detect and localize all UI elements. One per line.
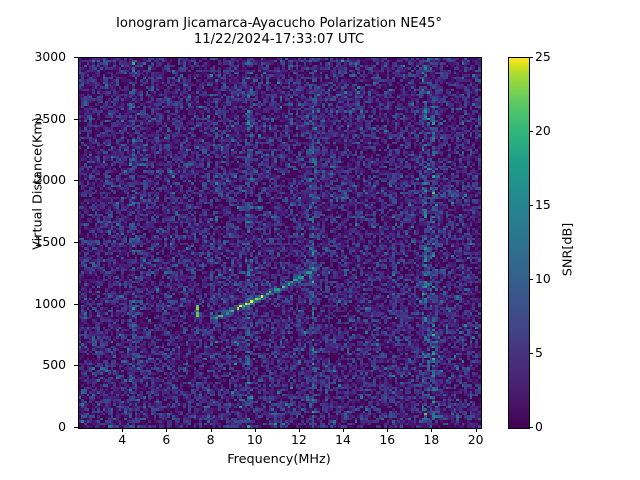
colorbar-tick-label: 5 (535, 345, 543, 360)
title-timestamp: 11/22/2024-17:33:07 UTC (193, 32, 365, 47)
y-tick-mark (74, 427, 78, 428)
title-main: Ionogram Jicamarca-Ayacucho Polarization… (116, 16, 442, 31)
colorbar-tick-mark (529, 205, 533, 206)
x-tick-label: 8 (206, 432, 215, 447)
x-tick-mark (254, 428, 256, 432)
y-tick-mark (74, 57, 78, 58)
y-tick-label: 3000 (34, 49, 66, 64)
y-tick-label: 2000 (34, 172, 66, 188)
ionogram-heatmap (79, 58, 481, 428)
plot-area (78, 57, 482, 429)
y-axis-label: Virtual Distance(Km) (30, 117, 46, 250)
y-tick-label: 500 (42, 357, 66, 373)
x-tick-mark (166, 428, 168, 432)
x-tick-label: 6 (162, 432, 171, 447)
colorbar-tick-mark (529, 279, 533, 280)
x-tick-label: 20 (467, 432, 484, 447)
chart-title: Ionogram Jicamarca-Ayacucho Polarization… (78, 16, 480, 48)
colorbar-tick-mark (529, 353, 533, 354)
x-tick-mark (210, 428, 212, 432)
y-tick-mark (74, 118, 78, 120)
x-tick-label: 16 (379, 432, 396, 447)
colorbar-tick-mark (529, 131, 533, 132)
x-tick-label: 4 (118, 432, 127, 447)
x-axis-label: Frequency(MHz) (227, 452, 331, 467)
y-tick-label: 0 (58, 419, 66, 434)
colorbar-label: SNR[dB] (560, 222, 576, 277)
colorbar-tick-label: 20 (535, 123, 551, 138)
y-tick-mark (74, 242, 78, 243)
colorbar-tick-label: 0 (535, 419, 543, 434)
x-tick-label: 10 (246, 432, 263, 447)
y-tick-mark (74, 365, 78, 367)
colorbar-tick-label: 25 (535, 49, 551, 64)
x-tick-mark (343, 428, 345, 432)
y-tick-label: 1500 (34, 234, 66, 249)
x-tick-mark (122, 428, 124, 432)
x-tick-mark (387, 428, 389, 432)
y-tick-mark (74, 180, 78, 182)
colorbar-tick-mark (529, 57, 533, 58)
y-tick-label: 1000 (34, 295, 66, 311)
x-tick-label: 12 (290, 432, 307, 447)
x-tick-mark (431, 428, 433, 432)
x-tick-mark (298, 428, 300, 432)
colorbar-tick-label: 15 (535, 197, 551, 212)
colorbar-tick-label: 10 (535, 271, 551, 286)
x-tick-label: 18 (423, 432, 440, 447)
y-tick-label: 2500 (34, 110, 66, 126)
colorbar-tick-mark (529, 427, 533, 428)
colorbar (508, 57, 530, 429)
y-tick-mark (74, 303, 78, 305)
x-tick-mark (475, 428, 477, 432)
x-tick-label: 14 (335, 432, 351, 447)
